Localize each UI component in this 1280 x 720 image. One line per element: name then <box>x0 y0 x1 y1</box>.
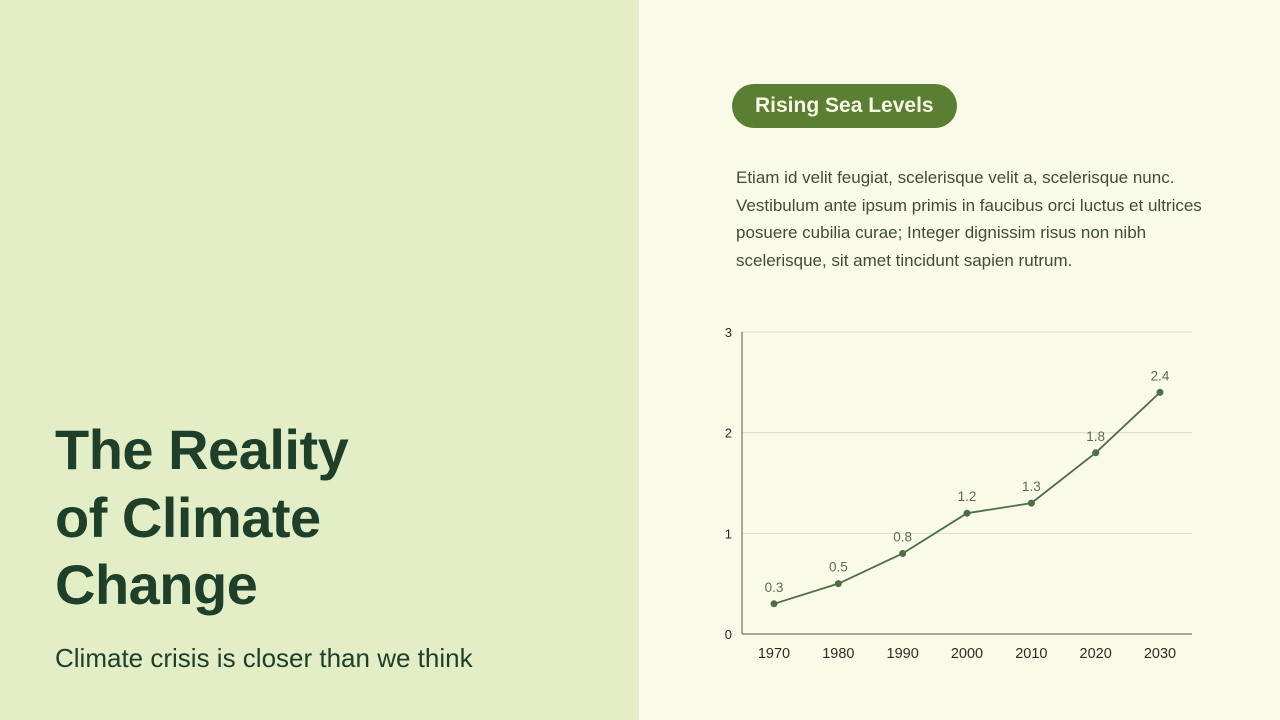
svg-text:2000: 2000 <box>951 646 983 662</box>
svg-text:0.8: 0.8 <box>893 530 912 545</box>
svg-text:2010: 2010 <box>1015 646 1047 662</box>
body-paragraph: Etiam id velit feugiat, scelerisque veli… <box>736 168 1202 270</box>
svg-text:0.5: 0.5 <box>829 560 848 575</box>
svg-text:1980: 1980 <box>822 646 854 662</box>
left-panel: The Reality of Climate Change Climate cr… <box>0 0 639 720</box>
svg-text:3: 3 <box>725 325 732 340</box>
slide-title: The Reality of Climate Change <box>55 416 589 619</box>
svg-text:1.8: 1.8 <box>1086 429 1105 444</box>
svg-text:0.3: 0.3 <box>765 580 784 595</box>
section-badge: Rising Sea Levels <box>732 84 957 128</box>
svg-text:2: 2 <box>725 426 732 441</box>
title-line-2: of Climate <box>55 485 321 549</box>
svg-text:0: 0 <box>725 627 732 642</box>
svg-text:1.3: 1.3 <box>1022 479 1041 494</box>
slide-subtitle: Climate crisis is closer than we think <box>55 643 473 673</box>
title-line-1: The Reality <box>55 417 349 481</box>
svg-text:1990: 1990 <box>887 646 919 662</box>
svg-text:2030: 2030 <box>1144 646 1176 662</box>
svg-text:1970: 1970 <box>758 646 790 662</box>
svg-text:2.4: 2.4 <box>1151 369 1170 384</box>
title-line-3: Change <box>55 553 258 617</box>
sea-level-line-chart: 0 1 2 3 0.3 0.5 0.8 1.2 1.3 1.8 2.4 1970 1980 1990 200… <box>725 325 1192 662</box>
right-panel: Rising Sea Levels Etiam id velit feugiat… <box>639 0 1280 720</box>
svg-text:1.2: 1.2 <box>958 489 977 504</box>
svg-text:1: 1 <box>725 526 732 541</box>
chart-container: 0 1 2 3 0.3 0.5 0.8 1.2 1.3 1.8 2.4 1970 1980 1990 200… <box>706 322 1280 677</box>
svg-text:2020: 2020 <box>1080 646 1112 662</box>
